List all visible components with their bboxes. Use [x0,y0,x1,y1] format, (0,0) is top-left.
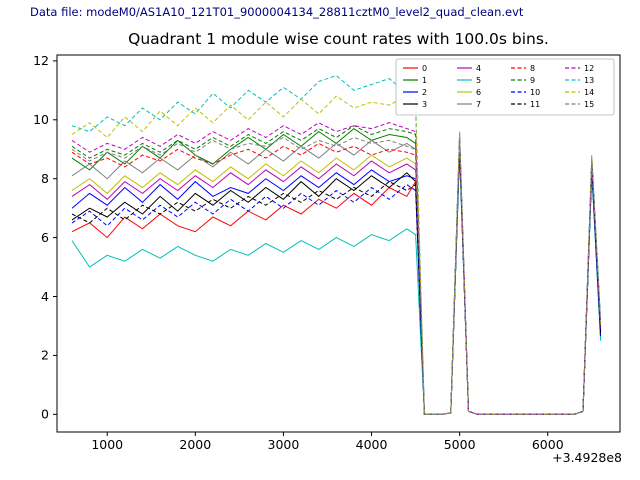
series-line-3 [71,149,602,415]
series-line-15 [71,136,602,415]
series-line-13 [71,75,602,415]
legend-label-5: 5 [476,76,481,85]
legend-label-4: 4 [476,64,481,73]
series-line-11 [71,146,602,415]
x-axis-offset-label: +3.4928e8 [552,450,622,465]
series-line-10 [71,149,602,415]
series-line-6 [71,143,602,415]
x-tick-label: 4000 [356,437,388,452]
legend-label-8: 8 [530,64,535,73]
y-tick-label: 4 [41,289,49,304]
series-lines [71,75,602,415]
y-tick-label: 2 [41,348,49,363]
x-axis-ticks: 1000 2000 3000 4000 5000 6000 [91,432,564,452]
series-line-1 [71,127,602,415]
series-line-9 [71,125,602,415]
y-tick-label: 8 [41,171,49,186]
x-tick-label: 1000 [91,437,123,452]
legend-label-2: 2 [422,88,427,97]
legend-label-7: 7 [476,100,481,109]
legend-label-9: 9 [530,76,535,85]
legend-label-1: 1 [422,76,427,85]
y-tick-label: 0 [41,407,49,422]
legend-label-15: 15 [584,100,594,109]
legend-label-12: 12 [584,64,594,73]
legend-label-10: 10 [530,88,540,97]
legend-label-0: 0 [422,64,427,73]
series-line-4 [71,140,602,415]
x-tick-label: 3000 [268,437,300,452]
legend-label-14: 14 [584,88,594,97]
y-tick-label: 10 [33,112,49,127]
series-line-5 [71,152,602,415]
x-tick-label: 6000 [532,437,564,452]
series-line-12 [71,122,602,415]
x-tick-label: 2000 [179,437,211,452]
legend-label-11: 11 [530,100,540,109]
axes [56,54,621,433]
y-axis-ticks: 0 2 4 6 8 10 12 [33,53,57,422]
legend-label-3: 3 [422,100,427,109]
chart-title: Quadrant 1 module wise count rates with … [128,30,549,48]
legend-box [395,58,615,116]
series-line-0 [71,143,602,415]
series-line-7 [71,139,602,415]
x-tick-label: 5000 [444,437,476,452]
legend-label-13: 13 [584,76,594,85]
y-tick-label: 6 [41,230,49,245]
data-file-label: Data file: modeM0/AS1A10_121T01_90000041… [30,5,524,19]
axes-frame [56,54,621,433]
y-tick-label: 12 [33,53,49,68]
legend-label-6: 6 [476,88,481,97]
